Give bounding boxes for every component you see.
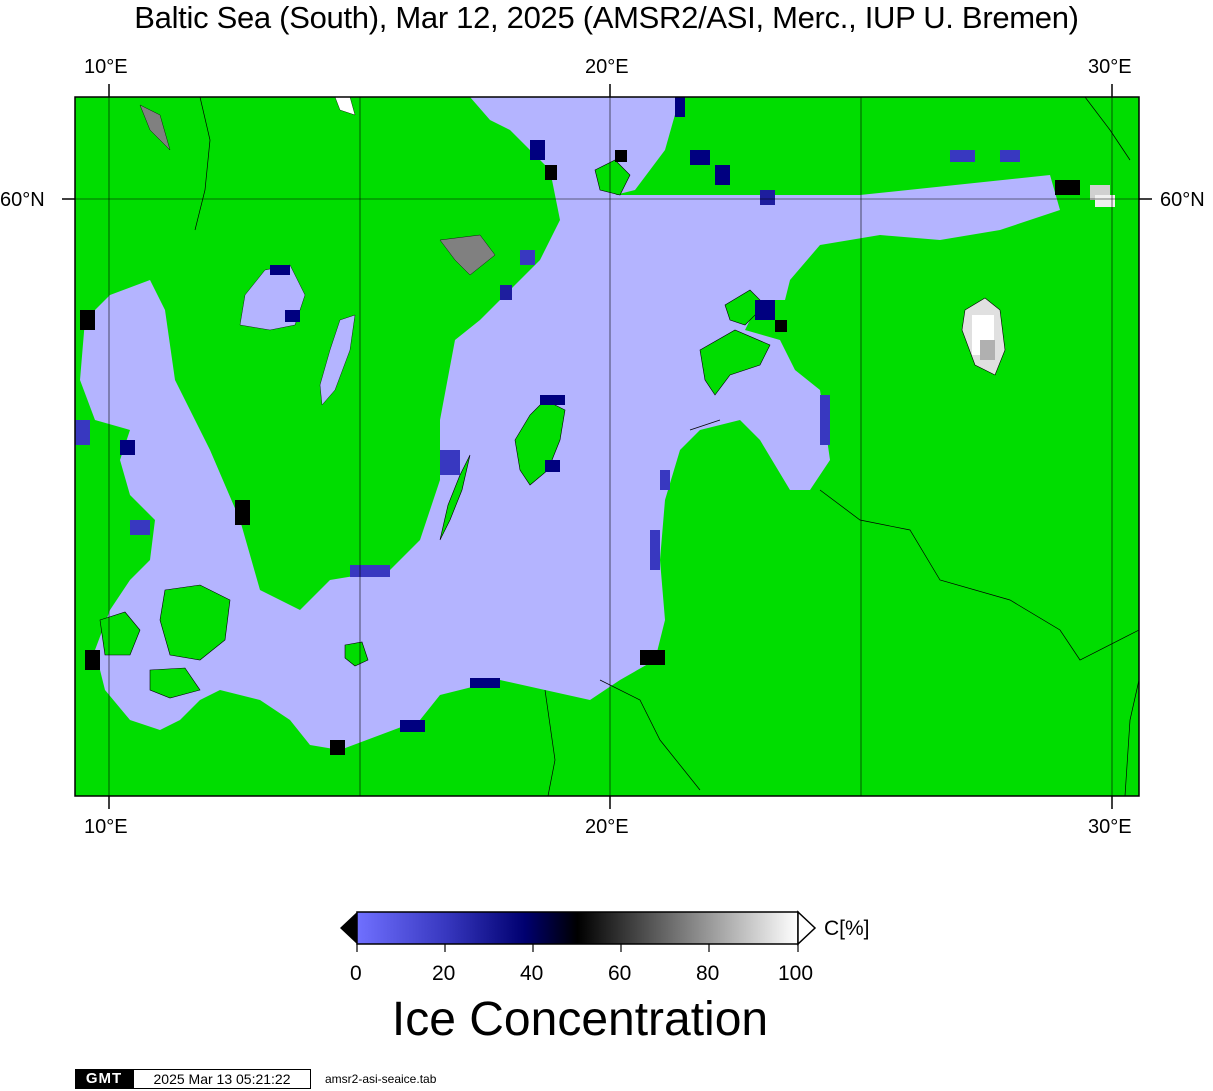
lon-tick-bottom-10: 10°E xyxy=(84,816,128,838)
colorbar-tick-100: 100 xyxy=(778,962,814,985)
country-borders xyxy=(194,97,1139,796)
map-title: Baltic Sea (South), Mar 12, 2025 (AMSR2/… xyxy=(134,0,1079,35)
land-aland xyxy=(594,159,631,196)
colorbar-tick-60: 60 xyxy=(608,962,632,985)
colorbar-left-arrow xyxy=(340,912,357,944)
ice-patch-neva xyxy=(1095,195,1115,207)
nodata-patch-2 xyxy=(139,104,171,151)
gmt-logo: GMT xyxy=(75,1069,133,1089)
colorbar-tick-40: 40 xyxy=(520,962,544,985)
land-lolland xyxy=(149,667,201,699)
lon-tick-bottom-20: 20°E xyxy=(585,816,629,838)
colorbar-title: Ice Concentration xyxy=(391,993,769,1046)
source-file-label: amsr2-asi-seaice.tab xyxy=(325,1072,437,1086)
lon-tick-top-30: 30°E xyxy=(1088,56,1132,78)
colorbar xyxy=(340,910,817,952)
land-vattern xyxy=(319,314,356,406)
colorbar-right-arrow xyxy=(797,910,817,946)
lat-tick-right-60: 60°N xyxy=(1160,189,1205,211)
lat-tick-left-60: 60°N xyxy=(0,189,45,211)
colorbar-unit: C[%] xyxy=(824,917,870,940)
colorbar-tick-20: 20 xyxy=(432,962,456,985)
ice-edge-blocks xyxy=(75,97,1110,755)
lon-tick-top-10: 10°E xyxy=(84,56,128,78)
colorbar-tick-0: 0 xyxy=(350,962,362,985)
land-funen xyxy=(99,611,141,656)
map-frame xyxy=(74,96,1140,797)
gmt-timestamp: 2025 Mar 13 05:21:22 xyxy=(133,1069,311,1089)
frame-ticks xyxy=(62,84,1152,809)
land-zealand xyxy=(159,584,231,661)
colorbar-gradient xyxy=(356,911,799,945)
lon-tick-bottom-30: 30°E xyxy=(1088,816,1132,838)
nodata-patch xyxy=(439,234,496,276)
ice-patch-ladoga-grey xyxy=(980,340,995,360)
land-gotland xyxy=(514,399,566,486)
graticule xyxy=(75,97,1139,796)
land-saaremaa xyxy=(699,329,771,396)
colorbar-tick-80: 80 xyxy=(696,962,720,985)
nodata-patch-3 xyxy=(334,97,356,116)
lon-tick-top-20: 20°E xyxy=(585,56,629,78)
land-bornholm xyxy=(344,641,369,667)
sea-area xyxy=(80,97,1060,750)
